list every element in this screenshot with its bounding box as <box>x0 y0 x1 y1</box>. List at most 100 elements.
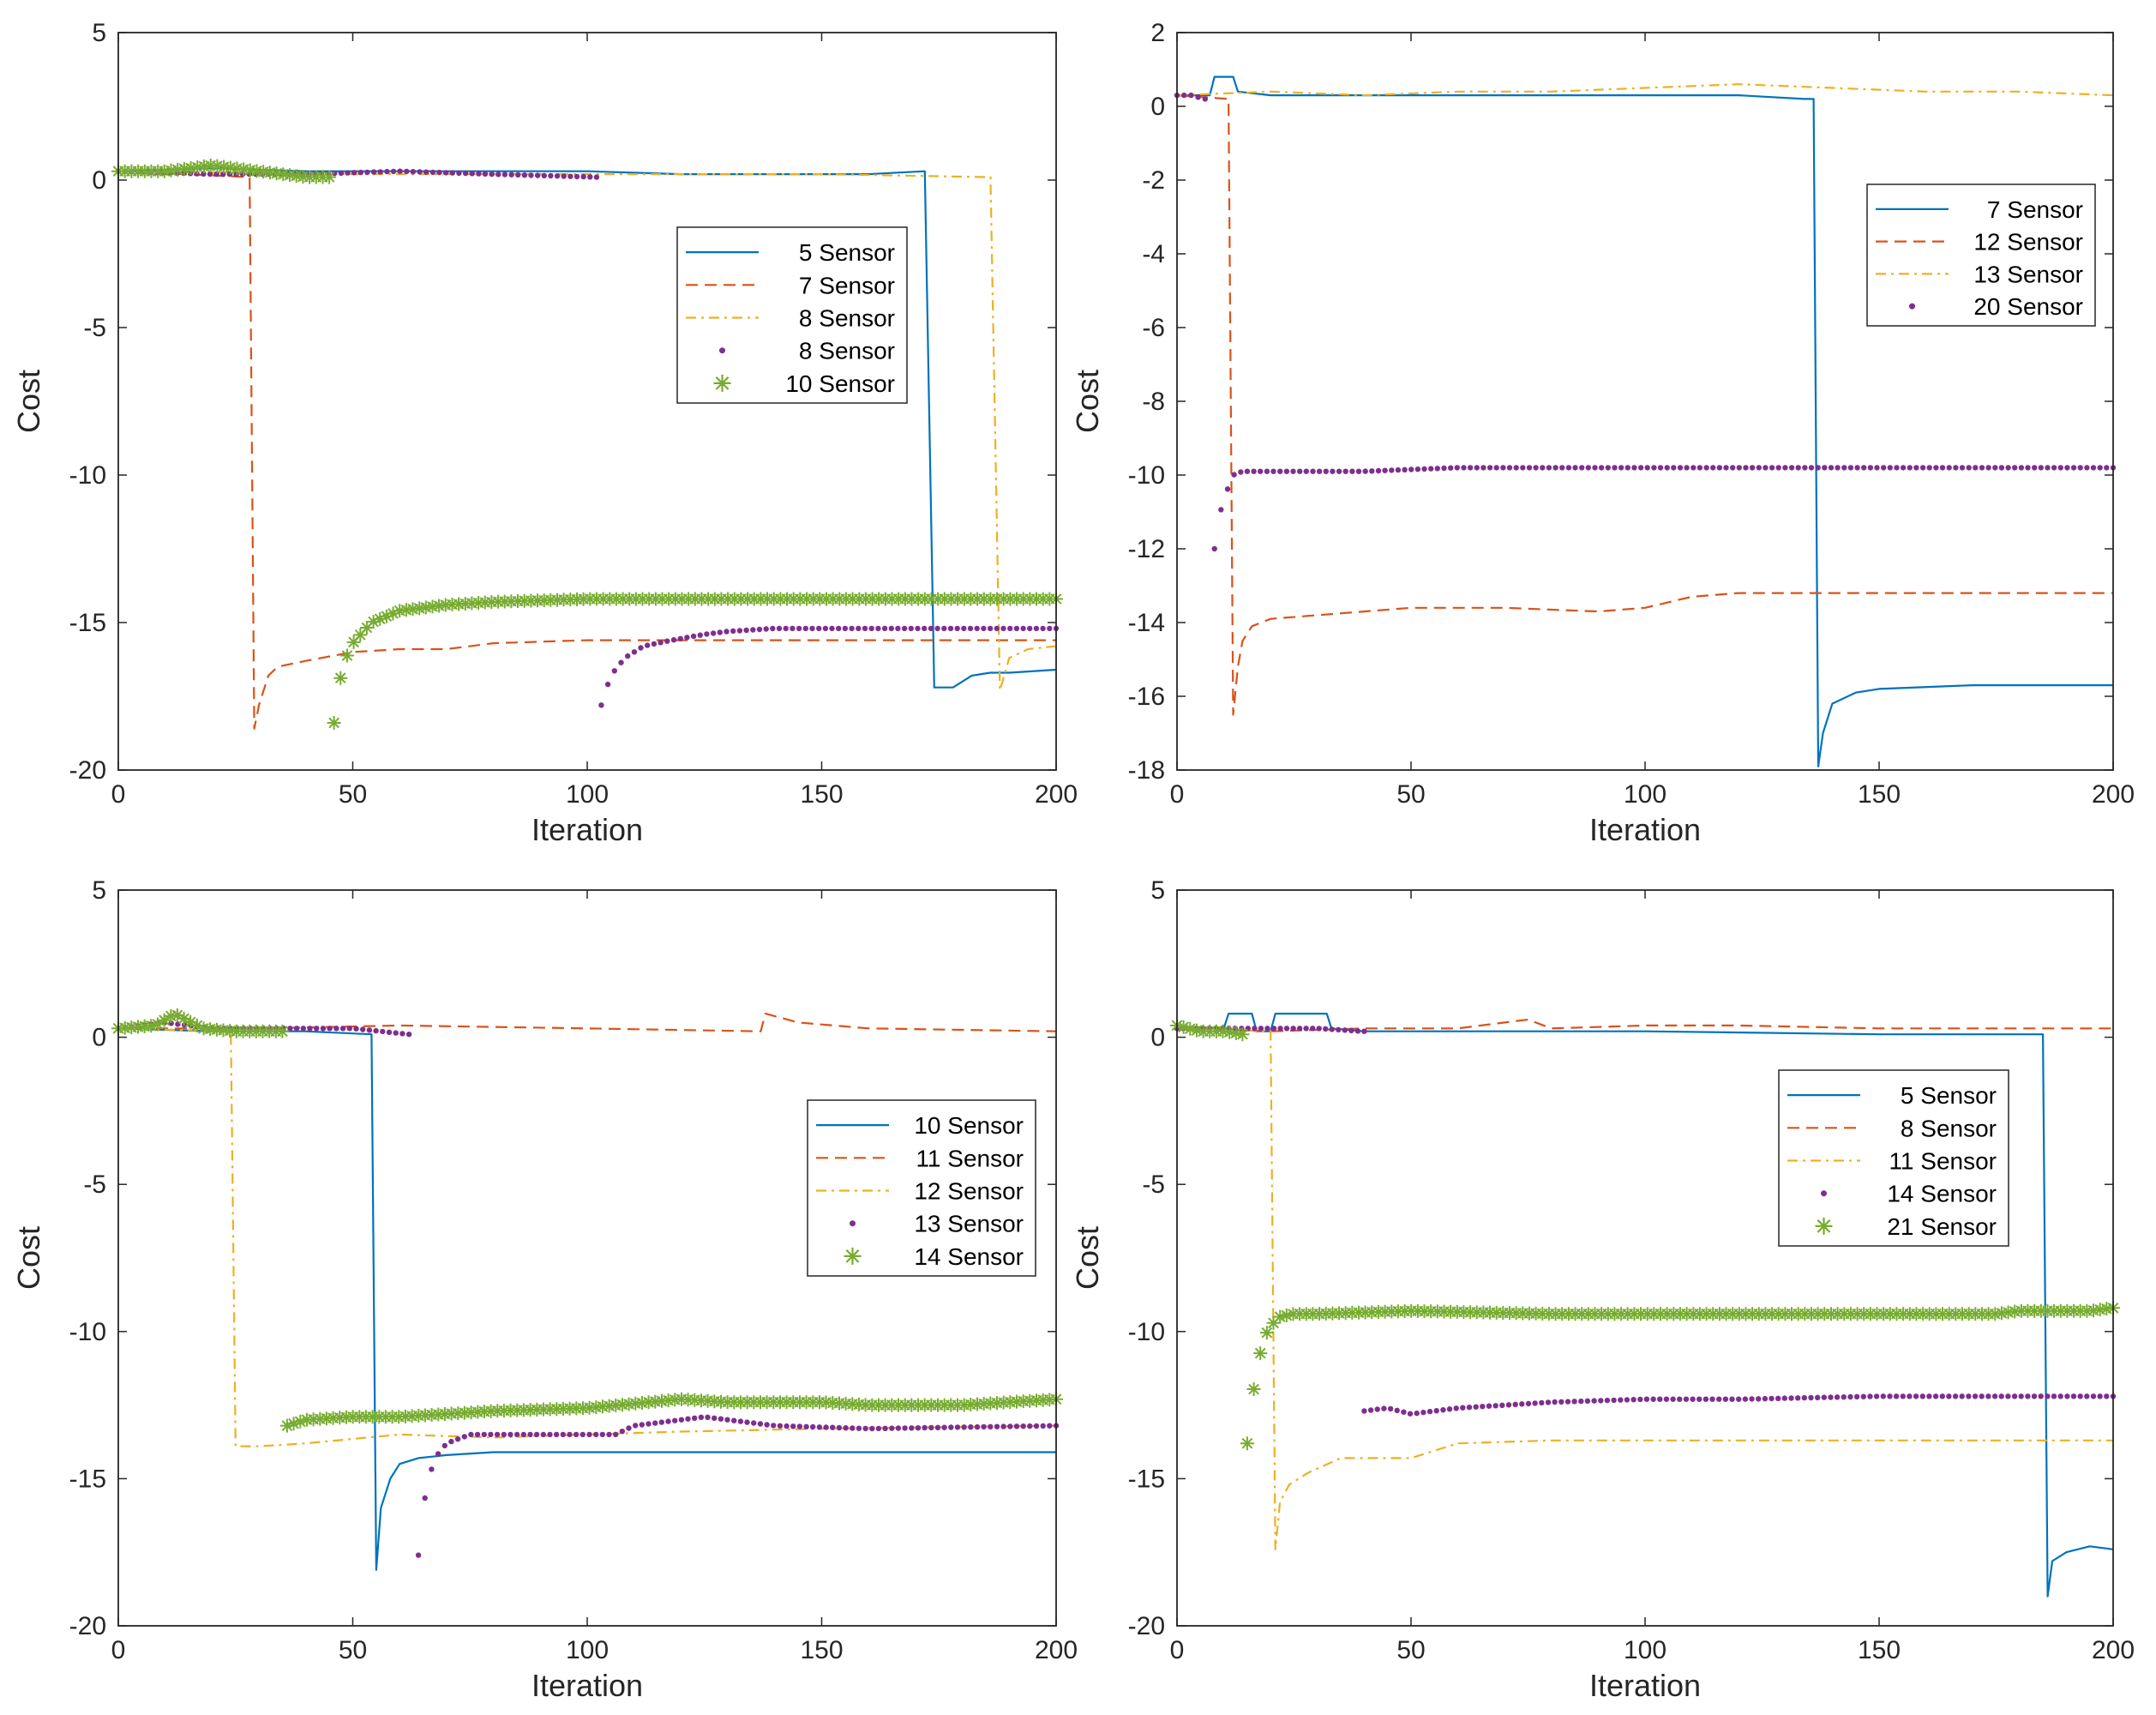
y-tick-label: -15 <box>69 609 106 637</box>
series-8-sensor-point <box>618 659 624 665</box>
series-13-sensor-point <box>415 1552 422 1558</box>
legend-item-7-sensor-label: 7 Sensor <box>1987 196 2083 223</box>
legend-box <box>676 226 908 404</box>
legend-item-13-sensor-label: 13 Sensor <box>1973 261 2083 287</box>
series-14-sensor-point <box>2038 1393 2044 1399</box>
series-20-sensor-point <box>1572 465 1578 471</box>
series-20-sensor-point <box>1710 465 1716 471</box>
series-8-sensor-point <box>908 625 915 632</box>
series-14-sensor-point <box>1252 1026 1258 1032</box>
series-8-sensor-line <box>117 170 1057 692</box>
legend-item-11-sensor-label: 11 Sensor <box>916 1145 1024 1171</box>
series-13-sensor-point <box>468 1431 474 1438</box>
series-8-sensor-point <box>508 172 514 178</box>
series-20-sensor-point <box>1480 465 1486 471</box>
series-14-sensor-point <box>1703 1396 1709 1402</box>
series-13-sensor-point <box>692 1415 698 1422</box>
series-20-sensor-point <box>2064 465 2070 471</box>
series-13-sensor-point <box>915 1425 922 1431</box>
y-tick-label: -2 <box>1142 166 1165 195</box>
series-13-sensor-point <box>784 1423 790 1429</box>
series-20-sensor-point <box>1375 467 1382 474</box>
series-13-sensor-point <box>494 1431 501 1438</box>
series-14-sensor-point <box>1499 1402 1505 1409</box>
series-13-sensor-point <box>553 1431 560 1438</box>
series-13-sensor-point <box>731 1417 737 1423</box>
series-8-sensor-point <box>934 625 940 632</box>
series-8-sensor-point <box>994 625 1000 632</box>
series-10-sensor-point <box>327 716 341 730</box>
y-tick-label: -8 <box>1142 388 1165 416</box>
series-21-sensor-point <box>1216 1024 1230 1038</box>
series-8-sensor-point <box>377 169 383 175</box>
x-tick-label: 0 <box>1170 1636 1185 1664</box>
series-10-sensor-point <box>373 611 387 626</box>
series-14-sensor-point <box>1539 1399 1545 1406</box>
series-20-sensor-point <box>1408 466 1414 472</box>
series-8-sensor-point <box>790 625 796 632</box>
series-13-sensor-point <box>830 1424 836 1430</box>
series-8-sensor-point <box>476 171 482 177</box>
series-20-sensor-point <box>1677 465 1684 471</box>
series-13-sensor-point <box>454 1436 461 1442</box>
series-14-sensor-point <box>2025 1393 2031 1399</box>
legend-item-21-sensor-swatch <box>1815 1217 1833 1235</box>
series-8-sensor-point <box>625 653 631 659</box>
legend-item-20-sensor-label: 20 Sensor <box>1973 293 2083 320</box>
axes-box <box>1176 32 2114 771</box>
series-20-sensor-point <box>2051 465 2057 471</box>
legend-item-8-sensor-label: 8 Sensor <box>1901 1115 1997 1141</box>
series-8-sensor-point <box>482 171 489 177</box>
x-axis-label: Iteration <box>1589 1668 1701 1703</box>
series-13-sensor-point <box>981 1423 987 1430</box>
series-13-sensor-point <box>1033 1423 1040 1429</box>
series-group <box>1174 75 2117 767</box>
x-tick-label: 150 <box>1858 780 1901 809</box>
plot-area <box>1177 890 2113 1626</box>
series-13-sensor-point <box>380 1028 386 1035</box>
series-13-sensor-point <box>613 1431 619 1438</box>
legend-item-5-sensor-label: 5 Sensor <box>799 239 895 266</box>
y-axis-label: Cost <box>11 1226 46 1290</box>
series-14-sensor-point <box>2045 1393 2051 1399</box>
series-13-sensor-point <box>705 1414 711 1421</box>
series-14-sensor-point <box>1367 1407 1374 1413</box>
series-14-sensor-point <box>1893 1393 1900 1399</box>
legend-item-13-sensor-label: 13 Sensor <box>914 1211 1024 1237</box>
series-14-sensor-point <box>1952 1393 1959 1399</box>
y-tick-label: -5 <box>83 1170 106 1199</box>
series-20-sensor-point <box>1592 465 1598 471</box>
series-13-sensor-point <box>796 1423 803 1429</box>
series-8-sensor-point <box>743 627 749 634</box>
axes-box <box>117 32 1057 771</box>
series-8-sensor-point <box>390 168 397 175</box>
series-14-sensor-point <box>1303 1026 1309 1032</box>
y-tick-label: -20 <box>69 1612 106 1640</box>
series-8-sensor-point <box>730 628 736 635</box>
series-8-sensor-point <box>501 172 508 178</box>
series-8-sensor-point <box>364 169 370 176</box>
series-8-sensor-point <box>796 625 802 632</box>
series-14-sensor-point <box>1545 1399 1552 1405</box>
series-14-sensor-point <box>1426 1408 1433 1415</box>
series-13-sensor-point <box>836 1424 843 1431</box>
chart-panel-1: 0 50 100 150 200 -20 -15 -10 -5 0 5 Iteration Cost 5 … <box>11 19 1078 847</box>
series-8-sensor-point <box>842 625 849 632</box>
series-20-sensor-point <box>1474 465 1480 471</box>
series-13-sensor-point <box>435 1451 441 1457</box>
series-14-sensor-point <box>2097 1393 2103 1399</box>
series-20-sensor-point <box>1323 468 1330 474</box>
series-13-sensor-point <box>744 1419 750 1425</box>
series-13-sensor-point <box>300 1026 306 1032</box>
series-8-sensor-point <box>554 173 561 179</box>
legend-item-14-sensor-label: 14 Sensor <box>914 1243 1024 1270</box>
series-20-sensor-point <box>1900 465 1907 471</box>
series-14-sensor-point <box>1342 1027 1348 1033</box>
series-20-sensor-point <box>1448 465 1454 471</box>
series-8-sensor-point <box>717 629 723 635</box>
series-20-sensor-point <box>1953 465 1959 471</box>
y-tick-label: -10 <box>69 1318 106 1346</box>
series-14-sensor-point <box>1926 1393 1932 1399</box>
series-20-sensor-point <box>2097 465 2103 471</box>
series-21-sensor-point <box>1189 1023 1204 1038</box>
